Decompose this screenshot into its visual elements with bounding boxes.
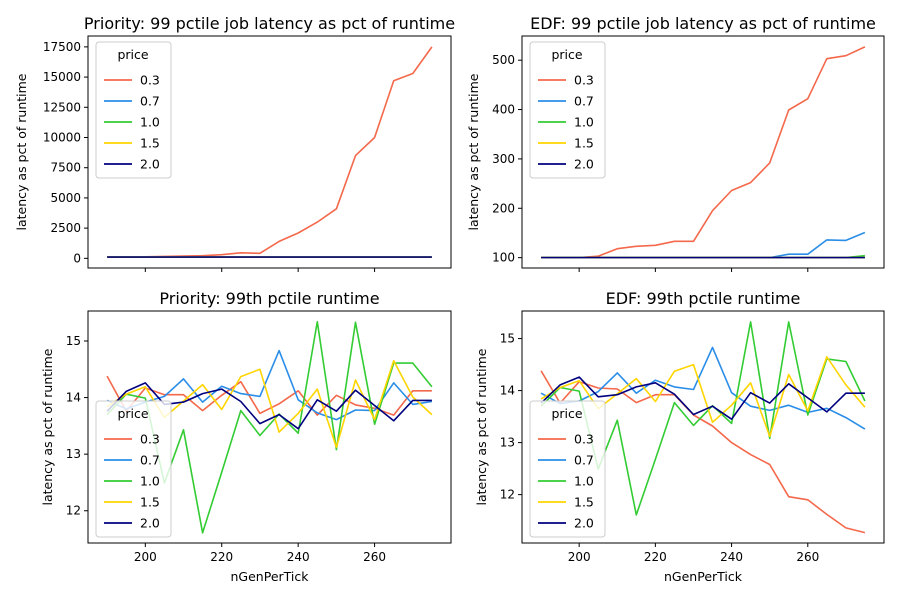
y-tick-label: 12 — [500, 488, 515, 502]
chart-3: Priority: 99th pctile runtime 200 220 240 26… — [40, 289, 452, 584]
y-tick-label: 7500 — [50, 161, 81, 175]
series-line-0.7 — [106, 349, 433, 421]
legend-title: price — [551, 47, 582, 62]
legend-entry: 0.7 — [574, 453, 594, 468]
y-tick-label: 300 — [492, 152, 515, 166]
x-tick-label: 200 — [568, 550, 591, 564]
x-tick-label: 240 — [720, 550, 743, 564]
y-tick-label: 0 — [73, 251, 81, 265]
legend-entry: 1.5 — [140, 136, 160, 151]
y-tick-label: 13 — [500, 436, 515, 450]
series-line-0.3 — [541, 46, 866, 259]
y-tick-label: 13 — [66, 447, 81, 461]
legend-entry: 0.7 — [140, 453, 160, 468]
y-tick-label: 15 — [500, 332, 515, 346]
axes-frame — [87, 35, 452, 269]
legend: price 0.3 0.7 1.0 1.5 2.0 — [95, 400, 172, 538]
chart-title: Priority: 99th pctile runtime — [159, 289, 379, 308]
y-tick-label: 15000 — [43, 70, 81, 84]
y-tick-label: 500 — [492, 53, 515, 67]
legend-entry: 1.5 — [140, 495, 160, 510]
legend-entry: 2.0 — [140, 516, 160, 531]
legend-entry: 1.0 — [140, 474, 160, 489]
chart-4: EDF: 99th pctile runtime 200 220 240 260 12 13… — [474, 289, 885, 584]
y-axis-label: latency as pct of runtime — [466, 73, 481, 230]
axes-frame — [521, 310, 885, 544]
axes-frame — [521, 35, 885, 269]
axes-frame — [87, 310, 452, 544]
y-tick-label: 12 — [66, 504, 81, 518]
legend-title: price — [117, 406, 148, 421]
legend: price 0.3 0.7 1.0 1.5 2.0 — [95, 41, 172, 179]
x-tick-label: 260 — [796, 550, 819, 564]
y-tick-label: 10000 — [43, 131, 81, 145]
y-tick-label: 400 — [492, 103, 515, 117]
x-tick-label: 220 — [644, 550, 667, 564]
legend-box — [529, 400, 606, 538]
chart-2: EDF: 99 pctile job latency as pct of run… — [466, 14, 885, 272]
chart-title: EDF: 99th pctile runtime — [606, 289, 801, 308]
y-tick-label: 14 — [66, 391, 81, 405]
legend-entry: 1.0 — [574, 474, 594, 489]
legend-box — [95, 41, 172, 179]
legend-entry: 1.0 — [574, 115, 594, 130]
legend-box — [529, 41, 606, 179]
legend-entry: 1.5 — [574, 136, 594, 151]
legend: price 0.3 0.7 1.0 1.5 2.0 — [529, 400, 606, 538]
chart-title: EDF: 99 pctile job latency as pct of run… — [530, 14, 876, 33]
legend-title: price — [117, 47, 148, 62]
chart-title: Priority: 99 pctile job latency as pct o… — [84, 14, 455, 33]
series-line-0.3 — [540, 370, 866, 534]
legend-entry: 0.3 — [574, 432, 594, 447]
y-axis-label: latency as pct of runtime — [14, 73, 29, 230]
x-tick-label: 220 — [210, 550, 233, 564]
series-line-0.7 — [541, 231, 866, 259]
y-tick-label: 5000 — [50, 191, 81, 205]
chart-1: Priority: 99 pctile job latency as pct o… — [14, 14, 455, 272]
y-axis-label: latency as pct of runtime — [474, 348, 489, 505]
legend-entry: 2.0 — [574, 516, 594, 531]
legend-entry: 1.5 — [574, 495, 594, 510]
y-tick-label: 17500 — [43, 40, 81, 54]
y-tick-label: 12500 — [43, 100, 81, 114]
legend-entry: 0.3 — [574, 73, 594, 88]
legend-entry: 1.0 — [140, 115, 160, 130]
x-axis-label: nGenPerTick — [664, 569, 743, 584]
legend-title: price — [551, 406, 582, 421]
legend-entry: 0.7 — [140, 94, 160, 109]
y-axis-label: latency as pct of runtime — [40, 348, 55, 505]
y-tick-label: 14 — [500, 384, 515, 398]
y-tick-label: 200 — [492, 201, 515, 215]
y-tick-label: 100 — [492, 251, 515, 265]
x-axis-label: nGenPerTick — [231, 569, 310, 584]
y-tick-label: 2500 — [50, 221, 81, 235]
series-line-2.0 — [540, 376, 865, 421]
legend-entry: 2.0 — [574, 157, 594, 172]
legend-entry: 2.0 — [140, 157, 160, 172]
x-tick-label: 260 — [363, 550, 386, 564]
y-tick-label: 15 — [66, 334, 81, 348]
legend-box — [95, 400, 172, 538]
legend-entry: 0.3 — [140, 432, 160, 447]
legend-entry: 0.7 — [574, 94, 594, 109]
x-tick-label: 200 — [134, 550, 157, 564]
legend-entry: 0.3 — [140, 73, 160, 88]
legend: price 0.3 0.7 1.0 1.5 2.0 — [529, 41, 606, 179]
x-tick-label: 240 — [287, 550, 310, 564]
